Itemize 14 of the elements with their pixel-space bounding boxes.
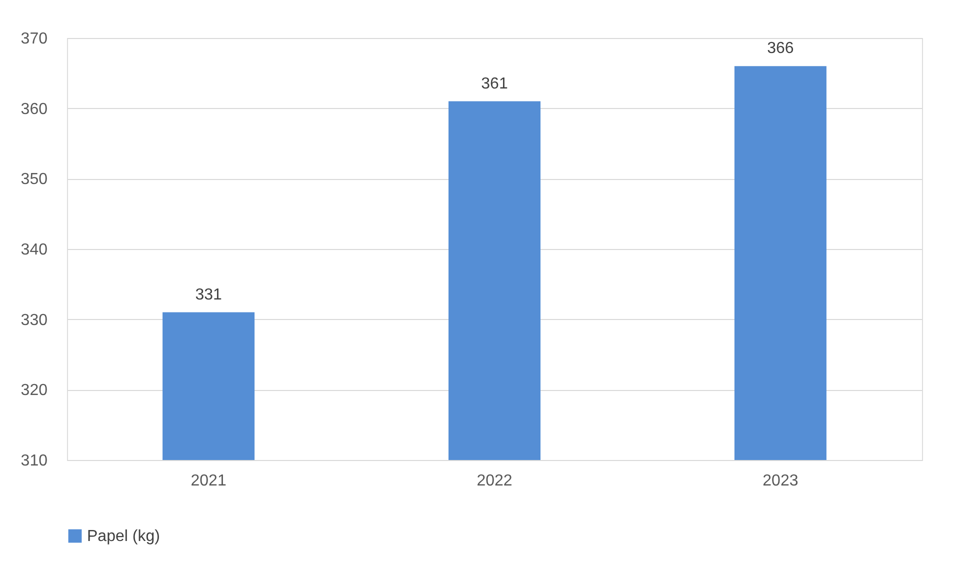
- data-label: 366: [767, 40, 794, 58]
- y-tick-label: 370: [20, 30, 48, 48]
- data-label: 331: [195, 286, 222, 304]
- y-tick-label: 350: [20, 171, 48, 188]
- legend-label: Papel (kg): [87, 528, 160, 545]
- y-tick-label: 330: [20, 312, 48, 329]
- y-tick-label: 320: [20, 382, 48, 400]
- x-tick-label: 2023: [762, 472, 798, 490]
- y-tick-label: 360: [20, 100, 48, 118]
- x-tick-label: 2022: [476, 472, 512, 490]
- y-tick-label: 310: [20, 452, 48, 470]
- x-tick-label: 2021: [190, 472, 226, 490]
- y-tick-label: 340: [20, 242, 48, 258]
- data-label: 361: [481, 75, 508, 92]
